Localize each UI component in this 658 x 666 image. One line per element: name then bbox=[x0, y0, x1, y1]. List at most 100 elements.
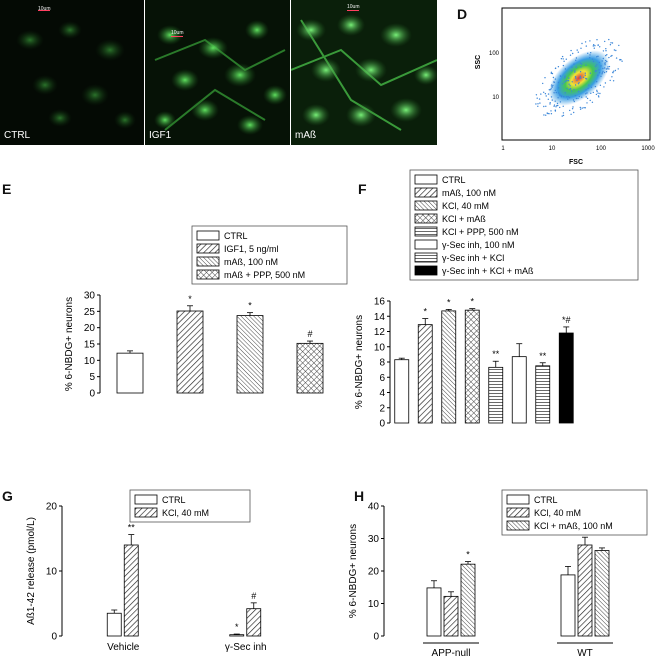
flow-event-dot bbox=[549, 103, 551, 105]
flow-event-dot bbox=[570, 113, 572, 116]
flow-event-dot bbox=[589, 99, 591, 102]
flow-event-dot bbox=[575, 97, 578, 100]
significance-marker: * bbox=[235, 622, 239, 632]
flow-event-dot bbox=[550, 96, 553, 98]
y-tick-label: 12 bbox=[374, 327, 386, 338]
flow-event-dot bbox=[598, 72, 601, 74]
flow-event-dot bbox=[565, 96, 568, 98]
flow-event-dot bbox=[559, 101, 562, 103]
flow-event-dot bbox=[575, 57, 578, 59]
flow-event-dot bbox=[554, 89, 556, 92]
legend-entry: KCl, 40 mM bbox=[534, 508, 581, 518]
flow-event-dot bbox=[537, 105, 539, 108]
y-tick-label: 14 bbox=[374, 312, 386, 323]
flow-event-dot bbox=[569, 109, 571, 112]
legend-entry: KCl + mAß, 100 nM bbox=[534, 521, 613, 531]
legend-entry: γ-Sec inh + KCl bbox=[442, 253, 504, 263]
bar bbox=[176, 310, 204, 394]
flow-event-dot bbox=[572, 99, 575, 101]
flow-event-dot bbox=[611, 76, 613, 78]
flow-event-dot bbox=[575, 66, 577, 68]
flow-event-dot bbox=[585, 77, 587, 80]
flow-event-dot bbox=[589, 54, 591, 56]
legend-entry: CTRL bbox=[224, 231, 248, 241]
significance-marker: * bbox=[466, 550, 470, 560]
flow-event-dot bbox=[551, 99, 553, 101]
flow-event-dot bbox=[592, 45, 594, 47]
flow-event-dot bbox=[557, 97, 559, 99]
flow-event-dot bbox=[575, 59, 577, 61]
y-tick-label: 4 bbox=[379, 388, 385, 399]
flow-event-dot bbox=[568, 77, 570, 79]
flow-event-dot bbox=[589, 72, 592, 74]
flow-event-dot bbox=[565, 80, 567, 82]
flow-event-dot bbox=[540, 93, 542, 95]
flow-xtick: 100 bbox=[596, 146, 607, 152]
y-tick-label: 15 bbox=[84, 340, 96, 351]
micrograph-igf1: 10um IGF1 bbox=[145, 0, 290, 145]
flow-event-dot bbox=[585, 93, 587, 95]
flow-event-dot bbox=[594, 70, 597, 72]
flow-event-dot bbox=[535, 103, 537, 105]
flow-event-dot bbox=[578, 82, 580, 84]
flow-event-dot bbox=[610, 55, 612, 57]
scale-bar bbox=[171, 36, 183, 37]
flow-event-dot bbox=[575, 77, 577, 79]
flow-event-dot bbox=[580, 47, 582, 49]
flow-event-dot bbox=[586, 102, 588, 104]
flow-event-dot bbox=[587, 87, 589, 90]
flow-event-dot bbox=[537, 103, 539, 105]
micrograph-ctrl-image bbox=[0, 0, 144, 145]
flow-event-dot bbox=[593, 47, 595, 49]
flow-event-dot bbox=[581, 107, 583, 109]
flow-event-dot bbox=[581, 96, 583, 98]
flow-event-dot bbox=[614, 69, 617, 72]
y-tick-label: 0 bbox=[373, 632, 379, 643]
scale-label: 10um bbox=[347, 4, 360, 10]
scale-bar bbox=[38, 10, 50, 11]
flow-event-dot bbox=[574, 71, 576, 73]
flow-event-dot bbox=[596, 81, 598, 83]
legend-swatch bbox=[506, 520, 530, 531]
flow-event-dot bbox=[608, 38, 610, 41]
flow-event-dot bbox=[562, 58, 564, 60]
flow-event-dot bbox=[536, 97, 538, 99]
flow-event-dot bbox=[579, 71, 582, 73]
scale-label: 10um bbox=[38, 6, 51, 12]
flow-event-dot bbox=[591, 58, 594, 60]
flow-event-dot bbox=[563, 77, 566, 79]
bar bbox=[229, 634, 245, 637]
flow-event-dot bbox=[584, 72, 586, 74]
flow-event-dot bbox=[557, 66, 560, 68]
flow-event-dot bbox=[604, 40, 606, 43]
flow-event-dot bbox=[562, 64, 565, 67]
flow-event-dot bbox=[547, 98, 549, 101]
significance-marker: ** bbox=[492, 349, 500, 359]
flow-event-dot bbox=[621, 60, 623, 62]
y-tick-label: 10 bbox=[46, 567, 58, 578]
significance-marker: * bbox=[447, 297, 451, 307]
flow-event-dot bbox=[598, 69, 600, 71]
flow-event-dot bbox=[602, 67, 604, 70]
bar bbox=[594, 550, 610, 637]
micrograph-label-mab: mAß bbox=[295, 130, 317, 141]
flow-event-dot bbox=[568, 97, 571, 99]
flow-event-dot bbox=[590, 86, 593, 89]
bar-chart-g: 0 10 20 Aß1-42 release (pmol/L) ** Vehicle * # γ… bbox=[26, 489, 267, 653]
flow-event-dot bbox=[611, 42, 614, 44]
flow-event-dot bbox=[585, 45, 587, 47]
category-label: WT bbox=[577, 648, 593, 659]
flow-xtick: 1000 bbox=[641, 146, 655, 152]
flow-event-dot bbox=[550, 88, 552, 90]
y-tick-label: 0 bbox=[379, 419, 385, 430]
bar bbox=[443, 595, 459, 637]
flow-event-dot bbox=[572, 106, 574, 108]
flow-event-dot bbox=[555, 91, 557, 94]
legend-entry: γ-Sec inh, 100 nM bbox=[442, 240, 515, 250]
flow-event-dot bbox=[604, 63, 606, 66]
legend-swatch bbox=[414, 239, 438, 250]
flow-event-dot bbox=[545, 114, 547, 116]
flow-event-dot bbox=[574, 70, 576, 72]
flow-event-dot bbox=[543, 114, 545, 116]
flow-event-dot bbox=[594, 45, 596, 47]
